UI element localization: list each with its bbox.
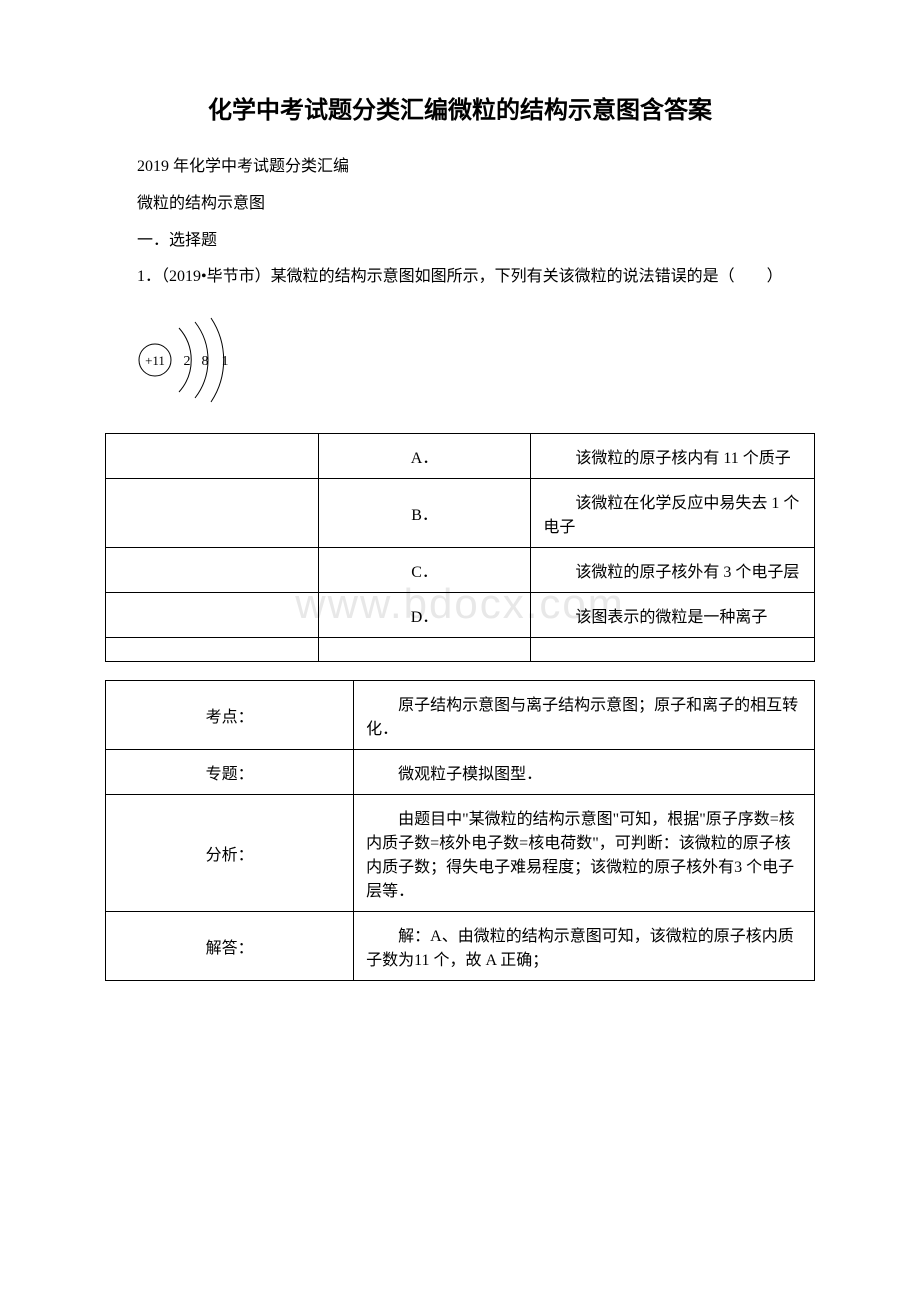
analysis-label: 专题： — [106, 750, 354, 795]
option-empty-row — [106, 638, 815, 662]
shell-3: 1 — [222, 354, 229, 369]
analysis-table: 考点： 原子结构示意图与离子结构示意图；原子和离子的相互转化． 专题： 微观粒子… — [105, 680, 815, 981]
option-text: 该微粒的原子核内有 11 个质子 — [531, 434, 815, 479]
analysis-label: 考点： — [106, 681, 354, 750]
section-heading: 一．选择题 — [105, 227, 815, 256]
question-text: 1．（2019•毕节市）某微粒的结构示意图如图所示，下列有关该微粒的说法错误的是… — [105, 263, 815, 292]
option-text: 该微粒的原子核外有 3 个电子层 — [531, 548, 815, 593]
option-blank-cell — [106, 593, 319, 638]
option-blank-cell — [106, 479, 319, 548]
option-letter: B． — [318, 479, 531, 548]
option-letter: C． — [318, 548, 531, 593]
option-row-a: A． 该微粒的原子核内有 11 个质子 — [106, 434, 815, 479]
analysis-row-kaodian: 考点： 原子结构示意图与离子结构示意图；原子和离子的相互转化． — [106, 681, 815, 750]
option-text: 该图表示的微粒是一种离子 — [531, 593, 815, 638]
option-row-c: C． 该微粒的原子核外有 3 个电子层 — [106, 548, 815, 593]
options-table: A． 该微粒的原子核内有 11 个质子 B． 该微粒在化学反应中易失去 1 个电… — [105, 433, 815, 662]
option-letter: D． — [318, 593, 531, 638]
analysis-label: 解答： — [106, 912, 354, 981]
analysis-row-fenxi: 分析： 由题目中"某微粒的结构示意图"可知，根据"原子序数=核内质子数=核外电子… — [106, 795, 815, 912]
analysis-row-jieda: 解答： 解：A、由微粒的结构示意图可知，该微粒的原子核内质子数为11 个，故 A… — [106, 912, 815, 981]
option-row-d: D． 该图表示的微粒是一种离子 — [106, 593, 815, 638]
analysis-label: 分析： — [106, 795, 354, 912]
shell-2: 8 — [202, 354, 209, 369]
analysis-text: 微观粒子模拟图型． — [354, 750, 815, 795]
analysis-text: 由题目中"某微粒的结构示意图"可知，根据"原子序数=核内质子数=核外电子数=核电… — [354, 795, 815, 912]
analysis-text: 解：A、由微粒的结构示意图可知，该微粒的原子核内质子数为11 个，故 A 正确； — [354, 912, 815, 981]
document-title: 化学中考试题分类汇编微粒的结构示意图含答案 — [105, 90, 815, 125]
option-row-b: B． 该微粒在化学反应中易失去 1 个电子 — [106, 479, 815, 548]
document-content: 化学中考试题分类汇编微粒的结构示意图含答案 2019 年化学中考试题分类汇编 微… — [105, 90, 815, 981]
option-blank-cell — [106, 434, 319, 479]
atom-structure-diagram: +11 2 8 1 — [125, 310, 815, 415]
option-text: 该微粒在化学反应中易失去 1 个电子 — [531, 479, 815, 548]
subtitle-year: 2019 年化学中考试题分类汇编 — [105, 153, 815, 182]
nucleus-label: +11 — [145, 353, 165, 368]
subtitle-topic: 微粒的结构示意图 — [105, 190, 815, 219]
analysis-row-zhuanti: 专题： 微观粒子模拟图型． — [106, 750, 815, 795]
option-letter: A． — [318, 434, 531, 479]
shell-1: 2 — [184, 354, 191, 369]
option-blank-cell — [106, 548, 319, 593]
analysis-text: 原子结构示意图与离子结构示意图；原子和离子的相互转化． — [354, 681, 815, 750]
